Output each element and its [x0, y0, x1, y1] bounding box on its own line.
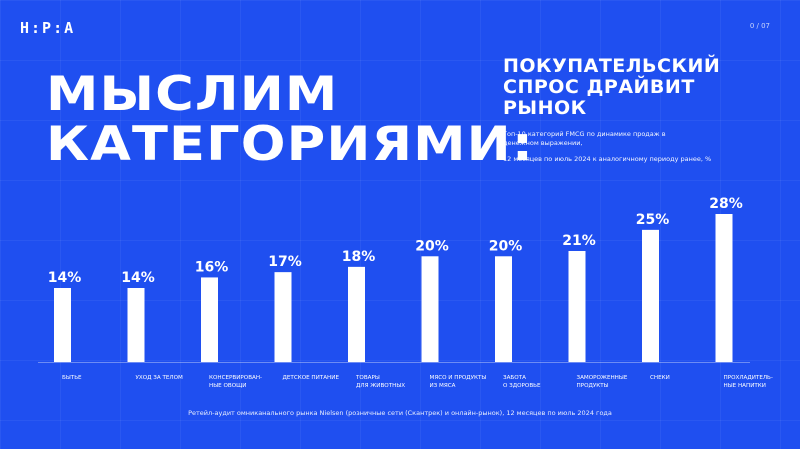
category-label: ЗАБОТА	[503, 375, 526, 381]
bar	[348, 266, 365, 362]
category-label: БЫТЬЕ	[62, 375, 82, 381]
page-number: 0 / 07	[749, 22, 770, 30]
bar-value-label: 14%	[48, 270, 82, 286]
bar-value-label: 18%	[342, 249, 376, 265]
bar-value-label: 28%	[709, 196, 743, 212]
subtitle-line-2: СПРОС ДРАЙВИТ	[503, 76, 695, 98]
category-label: НЫЕ НАПИТКИ	[724, 383, 766, 389]
bar-value-label: 14%	[121, 270, 155, 286]
subtitle-line-3: РЫНОК	[503, 97, 587, 119]
category-label: НЫЕ ОВОЩИ	[209, 383, 246, 389]
bar-value-label: 21%	[562, 233, 596, 249]
category-label: КОНСЕРВИРОВАН-	[209, 375, 262, 381]
category-label: ПРОХЛАДИТЕЛЬ-	[724, 375, 773, 381]
brand-logo: Н:Р:А	[20, 19, 76, 37]
bar	[568, 251, 586, 362]
bar	[54, 288, 71, 362]
bar	[421, 256, 439, 362]
headline: МЫСЛИМ КАТЕГОРИЯМИ:	[46, 70, 534, 170]
bar-value-label: 25%	[636, 212, 670, 228]
bar-value-label: 20%	[489, 238, 523, 254]
bar	[127, 288, 145, 362]
bar	[715, 214, 733, 362]
chart-period: 12 месяцев по июль 2024 к аналогичному п…	[503, 155, 712, 163]
subtitle-line-1: ПОКУПАТЕЛЬСКИЙ	[503, 55, 721, 77]
subtitle: ПОКУПАТЕЛЬСКИЙ СПРОС ДРАЙВИТ РЫНОК	[503, 56, 720, 119]
bar-value-label: 16%	[195, 259, 229, 275]
bar	[201, 277, 218, 362]
bar-value-label: 20%	[415, 238, 449, 254]
headline-line-2: КАТЕГОРИЯМИ:	[46, 117, 535, 172]
category-label: ЗАМОРОЖЕННЫЕ	[577, 375, 628, 381]
category-label: ДЕТСКОЕ ПИТАНИЕ	[283, 375, 340, 381]
bar	[274, 272, 292, 362]
bar	[495, 256, 512, 362]
category-label: ИЗ МЯСА	[430, 383, 456, 389]
category-label: СНЕКИ	[650, 375, 670, 381]
bar	[642, 229, 659, 362]
source-note: Ретейл-аудит омниканального рынка Nielse…	[188, 409, 612, 417]
category-label: ДЛЯ ЖИВОТНЫХ	[356, 383, 405, 389]
chart-description: Топ-10 категорий FMCG по динамике продаж…	[503, 130, 666, 147]
category-label: О ЗДОРОВЬЕ	[503, 383, 541, 389]
category-label: ПРОДУКТЫ	[577, 383, 609, 389]
headline-line-1: МЫСЛИМ	[46, 67, 339, 122]
category-label: УХОД ЗА ТЕЛОМ	[136, 375, 184, 381]
category-label: МЯСО И ПРОДУКТЫ	[430, 375, 487, 381]
bar-value-label: 17%	[268, 254, 302, 270]
category-label: ТОВАРЫ	[355, 375, 380, 381]
